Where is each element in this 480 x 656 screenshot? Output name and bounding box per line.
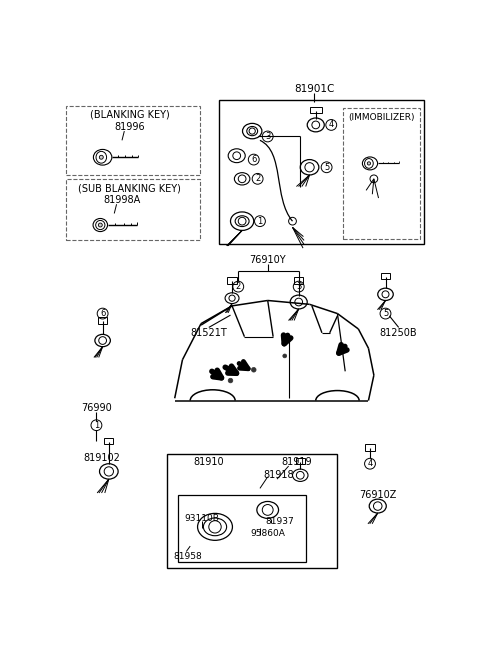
Text: (SUB BLANKING KEY): (SUB BLANKING KEY) [78,183,181,193]
Circle shape [283,354,287,358]
Bar [381,273,390,279]
Circle shape [321,162,332,173]
Circle shape [228,379,233,383]
Bar [98,318,107,323]
Text: 1: 1 [257,216,263,226]
Circle shape [91,420,102,430]
Text: 93110B: 93110B [184,514,219,523]
Text: 76910Z: 76910Z [359,489,396,499]
Text: 1: 1 [94,420,99,430]
Text: 95860A: 95860A [250,529,285,537]
Text: 81919: 81919 [281,457,312,467]
Circle shape [293,281,304,292]
Bar [343,108,420,239]
Circle shape [233,281,244,292]
Circle shape [365,459,375,469]
Bar [296,459,305,464]
Bar [365,445,375,451]
Text: (IMMOBILIZER): (IMMOBILIZER) [348,113,415,122]
Bar [66,179,200,240]
Text: 81918: 81918 [263,470,294,480]
Circle shape [99,155,103,159]
Text: 5: 5 [324,163,329,172]
Text: 81521T: 81521T [191,328,227,338]
Circle shape [98,223,102,227]
Text: 81250B: 81250B [380,328,418,338]
Text: 6: 6 [100,309,105,318]
Circle shape [252,367,256,372]
Text: 2: 2 [236,282,241,291]
Text: 3: 3 [296,282,301,291]
Bar [294,277,303,283]
Text: 4: 4 [329,121,334,129]
Bar [167,455,337,569]
Text: 819102: 819102 [83,453,120,463]
Text: 76910Y: 76910Y [250,255,286,264]
Text: 76990: 76990 [81,403,112,413]
Text: 81901C: 81901C [294,84,335,94]
Circle shape [97,308,108,319]
Circle shape [254,216,265,226]
Bar [219,100,424,244]
Bar [178,495,306,562]
Text: 3: 3 [265,132,270,141]
Text: 81958: 81958 [173,552,202,561]
Text: 2: 2 [255,174,260,183]
Text: 4: 4 [367,459,372,468]
Bar [228,277,237,283]
Bar [66,106,200,175]
Circle shape [380,308,391,319]
Text: 81910: 81910 [193,457,224,467]
Bar [104,438,113,445]
Text: 81937: 81937 [265,517,294,526]
Text: 81998A: 81998A [103,195,141,205]
Circle shape [252,173,263,184]
Text: (BLANKING KEY): (BLANKING KEY) [90,110,169,120]
Text: 6: 6 [251,155,256,164]
Circle shape [367,162,371,165]
Circle shape [262,131,273,142]
Text: 5: 5 [383,309,388,318]
Bar [310,107,322,113]
Circle shape [326,119,336,131]
Circle shape [248,154,259,165]
Text: 81996: 81996 [114,122,145,133]
